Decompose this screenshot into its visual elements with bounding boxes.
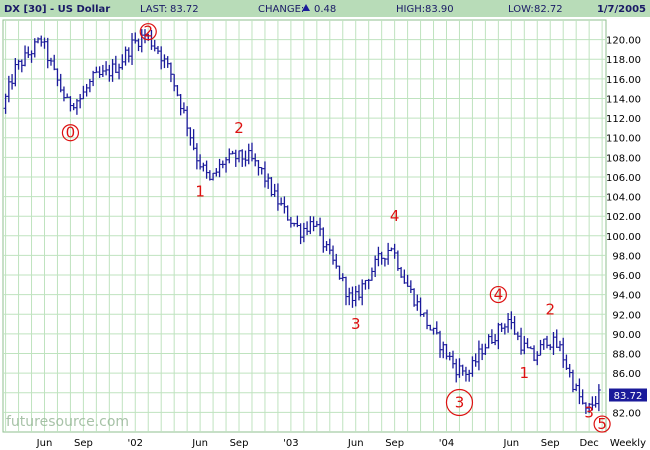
- x-tick-label: '03: [283, 438, 298, 449]
- y-tick-label: 106.00: [606, 173, 641, 184]
- wave-label: 3: [351, 315, 361, 333]
- y-tick-label: 96.00: [612, 271, 641, 282]
- svg-text:1: 1: [520, 364, 530, 382]
- svg-text:4: 4: [390, 207, 400, 225]
- wave-label: 1: [195, 183, 205, 201]
- svg-text:3: 3: [455, 393, 465, 411]
- svg-text:2: 2: [234, 119, 244, 137]
- x-tick-label: Jun: [36, 438, 53, 449]
- y-tick-label: 102.00: [606, 212, 641, 223]
- last-value: 83.72: [170, 4, 199, 15]
- wave-label: 1: [520, 364, 530, 382]
- wave-label: 4: [489, 286, 507, 304]
- wave-label: 0: [61, 124, 80, 142]
- change-label: CHANGE:: [258, 4, 304, 15]
- y-tick-label: 94.00: [612, 291, 641, 302]
- wave-label: 2: [234, 119, 244, 137]
- header-bar: [0, 0, 650, 17]
- svg-text:2: 2: [545, 300, 555, 318]
- x-tick-label: Sep: [541, 438, 560, 449]
- svg-text:4: 4: [494, 286, 504, 304]
- y-axis-ticks: 120.00 118.00 116.00 114.00 112.00 110.00 108.…: [606, 36, 641, 420]
- x-tick-label: '02: [128, 438, 143, 449]
- y-tick-label: 100.00: [606, 232, 641, 243]
- x-axis-ticks: Jun Sep '02 Jun Sep '03 Jun Sep '04 Jun Sep Dec: [36, 438, 599, 449]
- x-tick-label: Sep: [74, 438, 93, 449]
- y-tick-label: 90.00: [612, 330, 641, 341]
- high-label: HIGH:: [396, 4, 425, 15]
- period-label: Weekly: [610, 438, 646, 449]
- svg-text:2: 2: [143, 23, 153, 41]
- svg-text:1: 1: [195, 183, 205, 201]
- x-tick-label: Sep: [385, 438, 404, 449]
- low-label: LOW:: [508, 4, 534, 15]
- y-tick-label: 118.00: [606, 55, 641, 66]
- wave-label: 2: [545, 300, 555, 318]
- y-tick-label: 82.00: [612, 408, 641, 419]
- price-bars: [3, 29, 601, 414]
- x-tick-label: Jun: [503, 438, 520, 449]
- y-tick-label: 112.00: [606, 114, 641, 125]
- watermark-logo: futuresource.com: [6, 414, 129, 430]
- y-tick-label: 98.00: [612, 251, 641, 262]
- y-tick-label: 108.00: [606, 153, 641, 164]
- y-tick-label: 86.00: [612, 369, 641, 380]
- high-value: 83.90: [425, 4, 454, 15]
- symbol-title: DX [30] - US Dollar: [4, 4, 110, 15]
- y-tick-label: 110.00: [606, 134, 641, 145]
- y-tick-label: 92.00: [612, 310, 641, 321]
- wave-label: 5: [593, 415, 611, 433]
- x-tick-label: '04: [439, 438, 454, 449]
- svg-text:0: 0: [66, 124, 76, 142]
- svg-text:3: 3: [584, 403, 594, 421]
- y-tick-label: 120.00: [606, 36, 641, 47]
- price-bar: [596, 384, 601, 412]
- svg-text:5: 5: [597, 415, 607, 433]
- wave-label: 2: [139, 23, 157, 41]
- y-tick-label: 116.00: [606, 75, 641, 86]
- up-arrow-icon: [302, 4, 310, 11]
- change-value: 0.48: [314, 4, 336, 15]
- grid-lines: [3, 20, 606, 432]
- low-value: 82.72: [534, 4, 563, 15]
- last-price-label: 83.72: [614, 391, 643, 402]
- wave-label: 3: [584, 403, 594, 421]
- y-tick-label: 104.00: [606, 193, 641, 204]
- x-tick-label: Jun: [191, 438, 208, 449]
- chart-date: 1/7/2005: [597, 4, 646, 15]
- last-price-box: [609, 388, 647, 402]
- last-label: LAST:: [140, 4, 167, 15]
- y-tick-label: 88.00: [612, 350, 641, 361]
- y-tick-label: 114.00: [606, 94, 641, 105]
- wave-label: 4: [390, 207, 400, 225]
- x-tick-label: Dec: [579, 438, 598, 449]
- svg-text:3: 3: [351, 315, 361, 333]
- wave-label: 3: [445, 388, 474, 417]
- x-tick-label: Jun: [347, 438, 364, 449]
- x-tick-label: Sep: [230, 438, 249, 449]
